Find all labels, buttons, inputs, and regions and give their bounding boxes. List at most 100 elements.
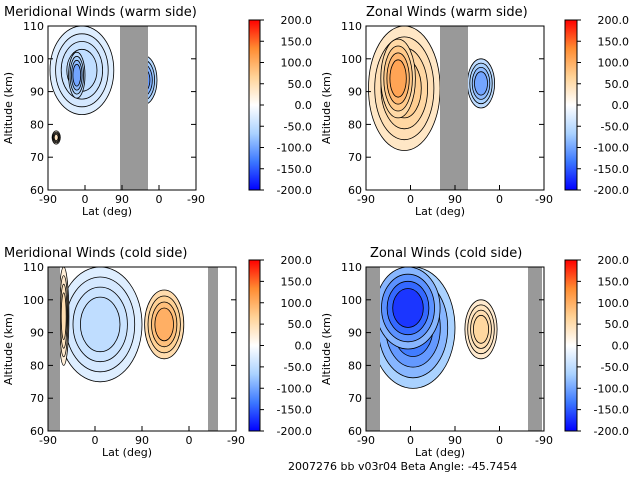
colorbar-tick-label: 100.0 [598, 57, 630, 70]
colorbar-tick-label: 100.0 [598, 297, 630, 310]
colorbar-tick-label: -100.0 [594, 142, 629, 155]
colorbar-tick-label: 200.0 [598, 14, 630, 27]
chart-title: Meridional Winds (cold side) [4, 246, 187, 261]
x-tick-label: 90 [448, 193, 462, 206]
colorbar-tick-label: -150.0 [594, 163, 629, 176]
y-tick-label: 100 [23, 294, 44, 307]
x-tick-label: -90 [535, 193, 553, 206]
colorbar-tick-label: -200.0 [277, 184, 312, 197]
x-tick-label: 0 [496, 434, 503, 447]
x-axis-label: Lat (deg) [102, 446, 152, 459]
colorbar-tick-label: 150.0 [281, 35, 313, 48]
colorbar-tick-label: 100.0 [281, 297, 313, 310]
colorbar-tick-label: -200.0 [277, 425, 312, 438]
y-tick-label: 60 [348, 184, 362, 197]
data-gap-band [120, 26, 148, 190]
colorbar-tick-label: 200.0 [281, 254, 313, 267]
data-gap-band [366, 267, 380, 431]
colorbar-tick-label: 50.0 [288, 78, 313, 91]
contour-region [60, 292, 67, 341]
colorbar-tick-label: -50.0 [601, 361, 629, 374]
y-tick-label: 110 [341, 261, 362, 274]
colorbar-tick-label: -100.0 [277, 142, 312, 155]
y-axis-label: Altitude (km) [320, 313, 333, 385]
x-tick-label: 0 [186, 434, 193, 447]
y-tick-label: 90 [30, 327, 44, 340]
x-tick-label: -90 [357, 193, 375, 206]
data-gap-band [208, 267, 218, 431]
colorbar-tick-label: 0.0 [612, 340, 630, 353]
contour-region [53, 133, 59, 141]
footer-info: 2007276 bb v03r04 Beta Angle: -45.7454 [288, 460, 517, 473]
colorbar-tick-label: -50.0 [601, 120, 629, 133]
colorbar-tick-label: 200.0 [281, 14, 313, 27]
colorbar-tick-label: 200.0 [598, 254, 630, 267]
colorbar-tick-label: -150.0 [277, 163, 312, 176]
x-tick-label: 0 [82, 193, 89, 206]
y-tick-label: 90 [30, 86, 44, 99]
colorbar-tick-label: 50.0 [288, 318, 313, 331]
contour-region [474, 71, 488, 96]
x-tick-label: -90 [39, 434, 57, 447]
colorbar-tick-label: -50.0 [284, 361, 312, 374]
y-tick-label: 80 [30, 359, 44, 372]
contour-region [472, 314, 489, 344]
y-tick-label: 80 [348, 118, 362, 131]
y-tick-label: 80 [30, 118, 44, 131]
chart-panel-4: Zonal Winds (cold side) 60 70 80 90 100 110 -90… [320, 246, 629, 459]
colorbar-tick-label: 150.0 [598, 35, 630, 48]
colorbar [248, 19, 261, 191]
colorbar-tick-label: -100.0 [594, 382, 629, 395]
colorbar-tick-label: -100.0 [277, 382, 312, 395]
contour-region [72, 63, 82, 87]
y-tick-label: 100 [341, 294, 362, 307]
x-tick-label: 0 [92, 434, 99, 447]
y-tick-label: 90 [348, 86, 362, 99]
x-tick-label: 90 [135, 434, 149, 447]
y-tick-label: 110 [23, 261, 44, 274]
chart-title: Zonal Winds (warm side) [366, 5, 528, 20]
y-tick-label: 90 [348, 327, 362, 340]
x-tick-label: 90 [115, 193, 129, 206]
colorbar-tick-label: 150.0 [281, 275, 313, 288]
y-tick-label: 80 [348, 359, 362, 372]
x-axis-label: Lat (deg) [82, 205, 132, 218]
x-tick-label: -90 [39, 193, 57, 206]
x-tick-label: -90 [535, 434, 553, 447]
x-tick-label: 0 [496, 193, 503, 206]
colorbar-tick-label: 100.0 [281, 57, 313, 70]
data-gap-band [440, 26, 468, 190]
x-tick-label: 90 [448, 434, 462, 447]
chart-panel-1: Meridional Winds (warm side) 60 70 80 90 100 1… [2, 5, 312, 218]
colorbar-tick-label: -200.0 [594, 425, 629, 438]
x-tick-label: -90 [227, 434, 245, 447]
data-gap-band [528, 267, 542, 431]
colorbar-tick-label: -200.0 [594, 184, 629, 197]
colorbar-tick-label: 50.0 [605, 318, 630, 331]
x-tick-label: 0 [407, 193, 414, 206]
contour-region [389, 59, 407, 98]
y-tick-label: 70 [348, 151, 362, 164]
colorbar-tick-label: -150.0 [594, 404, 629, 417]
x-tick-label: -90 [187, 193, 205, 206]
y-axis-label: Altitude (km) [2, 313, 15, 385]
y-tick-label: 60 [30, 425, 44, 438]
chart-title: Zonal Winds (cold side) [370, 246, 522, 261]
contour-region [79, 296, 121, 353]
contour-region [154, 307, 174, 342]
x-tick-label: 0 [407, 434, 414, 447]
chart-title: Meridional Winds (warm side) [4, 5, 197, 20]
contour-region [392, 288, 424, 328]
x-tick-label: -90 [357, 434, 375, 447]
y-tick-label: 110 [23, 20, 44, 33]
colorbar [564, 259, 578, 432]
y-tick-label: 100 [23, 53, 44, 66]
y-tick-label: 70 [30, 392, 44, 405]
colorbar-tick-label: 0.0 [295, 99, 313, 112]
colorbar-tick-label: -150.0 [277, 404, 312, 417]
colorbar-tick-label: 150.0 [598, 275, 630, 288]
y-tick-label: 100 [341, 53, 362, 66]
colorbar [248, 259, 261, 432]
y-tick-label: 110 [341, 20, 362, 33]
